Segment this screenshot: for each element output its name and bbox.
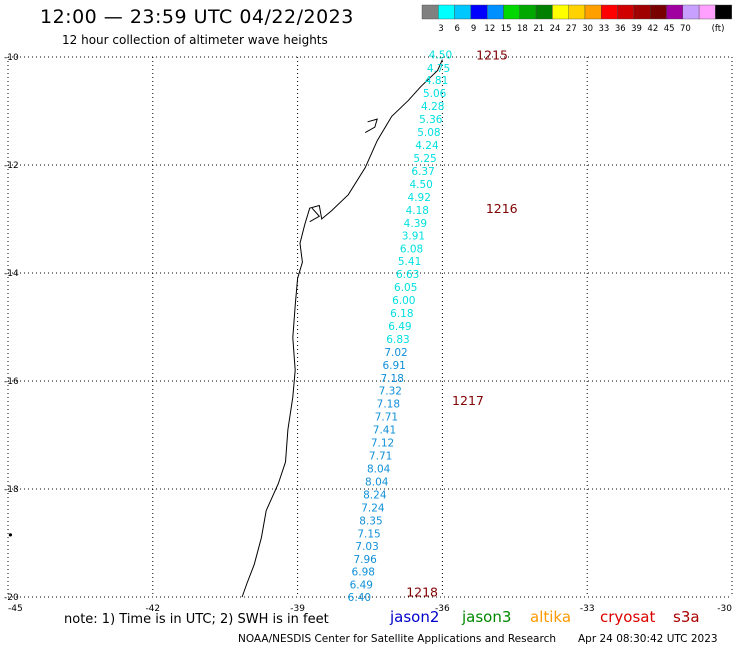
swh-value-label: 7.24: [361, 502, 385, 514]
swh-value-label: 7.18: [381, 373, 404, 385]
legend-jason3: jason3: [462, 608, 512, 626]
lon-tick-label: -39: [290, 604, 305, 614]
swh-value-label: 3.91: [402, 231, 425, 243]
lon-tick-label: -33: [580, 604, 595, 614]
coastline: [241, 59, 443, 598]
page-subtitle: 12 hour collection of altimeter wave hei…: [62, 33, 328, 47]
footer-note: note: 1) Time is in UTC; 2) SWH is in fe…: [64, 612, 329, 627]
swh-value-label: 6.37: [411, 166, 434, 178]
swh-value-label: 4.75: [427, 63, 450, 75]
swh-value-label: 4.50: [409, 179, 432, 191]
swh-value-label: 7.32: [379, 386, 402, 398]
swh-value-label: 4.18: [406, 205, 429, 217]
swh-value-label: 4.81: [425, 75, 448, 87]
footer-credit: NOAA/NESDIS Center for Satellite Applica…: [238, 633, 556, 645]
footer-timestamp: Apr 24 08:30:42 UTC 2023: [578, 633, 718, 645]
swh-value-label: 7.41: [373, 425, 396, 437]
swh-value-label: 7.02: [384, 347, 407, 359]
swh-value-label: 6.08: [400, 244, 423, 256]
swh-value-label: 7.15: [357, 528, 380, 540]
swh-value-label: 7.71: [375, 412, 398, 424]
swh-value-label: 6.49: [388, 321, 411, 333]
lon-tick-label: -45: [8, 604, 23, 614]
swh-value-label: 6.18: [390, 308, 413, 320]
legend-s3a: s3a: [673, 608, 700, 626]
lat-tick-label: -20: [4, 593, 19, 603]
swh-value-label: 8.04: [367, 463, 391, 475]
lon-tick-label: -36: [435, 604, 450, 614]
swh-value-label: 7.12: [371, 438, 394, 450]
legend-cryosat: cryosat: [600, 608, 656, 626]
lon-tick-label: -30: [717, 604, 732, 614]
swh-value-label: 7.18: [377, 399, 400, 411]
pass-time-label: 1215: [476, 47, 508, 62]
swh-value-label: 6.98: [352, 567, 375, 579]
swh-value-label: 5.41: [398, 256, 421, 268]
page-title: 12:00 — 23:59 UTC 04/22/2023: [40, 6, 354, 28]
swh-value-label: 7.96: [353, 554, 377, 566]
lat-tick-label: -10: [4, 53, 19, 63]
estuary-outline: [364, 118, 378, 134]
pass-time-label: 1217: [452, 393, 484, 408]
island-mark: [8, 533, 13, 537]
bay-outline: [309, 207, 321, 223]
swh-value-label: 5.25: [413, 153, 436, 165]
lat-tick-label: -12: [4, 161, 19, 171]
swh-value-label: 4.39: [404, 218, 427, 230]
swh-value-label: 8.04: [365, 476, 389, 488]
lon-tick-label: -42: [145, 604, 160, 614]
lat-tick-label: -16: [4, 377, 19, 387]
swh-value-label: 6.49: [350, 580, 373, 592]
swh-value-label: 4.50: [429, 49, 452, 61]
swh-value-label: 8.24: [363, 489, 387, 501]
swh-value-label: 6.63: [396, 269, 419, 281]
swh-value-label: 8.35: [359, 515, 382, 527]
swh-value-label: 5.36: [419, 114, 443, 126]
swh-value-label: 4.92: [408, 192, 431, 204]
swh-value-label: 6.91: [382, 360, 405, 372]
swh-value-label: 4.24: [415, 140, 439, 152]
lat-tick-label: -14: [4, 269, 19, 279]
swh-value-label: 5.06: [423, 88, 447, 100]
swh-value-label: 7.03: [355, 541, 378, 553]
legend-altika: altika: [530, 608, 572, 626]
swh-value-label: 6.83: [386, 334, 409, 346]
lat-tick-label: -18: [4, 485, 19, 495]
pass-time-label: 1216: [486, 201, 518, 216]
swh-value-label: 7.71: [369, 451, 392, 463]
swh-value-label: 6.05: [394, 282, 417, 294]
swh-value-label: 6.40: [348, 592, 371, 604]
pass-time-label: 1218: [406, 585, 438, 600]
legend-jason2: jason2: [390, 608, 440, 626]
swh-value-label: 5.08: [417, 127, 440, 139]
swh-value-label: 6.00: [392, 295, 415, 307]
swh-value-label: 4.28: [421, 101, 444, 113]
